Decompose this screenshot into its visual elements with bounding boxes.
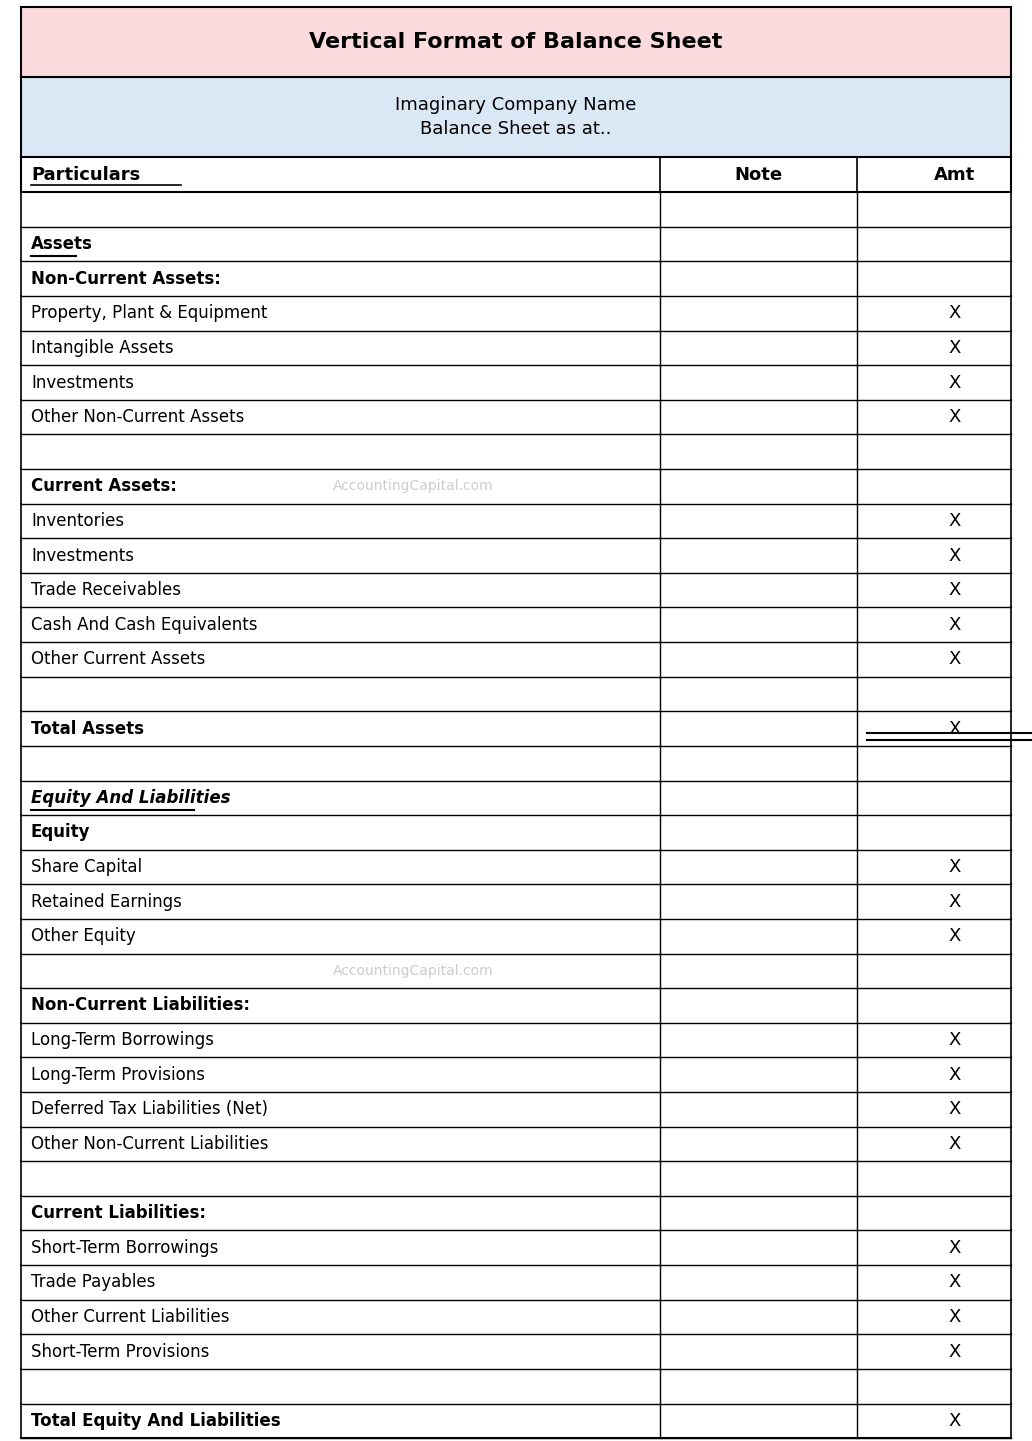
Text: Trade Payables: Trade Payables bbox=[31, 1274, 156, 1291]
Text: X: X bbox=[948, 892, 961, 911]
Bar bbox=[21, 1265, 1011, 1300]
Text: Vertical Format of Balance Sheet: Vertical Format of Balance Sheet bbox=[310, 32, 722, 52]
Bar bbox=[21, 885, 1011, 919]
Text: Current Liabilities:: Current Liabilities: bbox=[31, 1205, 206, 1222]
Bar bbox=[21, 295, 1011, 330]
Bar bbox=[21, 192, 1011, 226]
Bar bbox=[21, 1092, 1011, 1127]
Text: X: X bbox=[948, 546, 961, 565]
Text: Short-Term Provisions: Short-Term Provisions bbox=[31, 1343, 209, 1360]
Text: X: X bbox=[948, 1101, 961, 1118]
Text: Long-Term Borrowings: Long-Term Borrowings bbox=[31, 1032, 214, 1049]
Text: Retained Earnings: Retained Earnings bbox=[31, 892, 182, 911]
Text: Current Assets:: Current Assets: bbox=[31, 477, 176, 496]
Text: Trade Receivables: Trade Receivables bbox=[31, 581, 181, 599]
Text: Particulars: Particulars bbox=[31, 166, 140, 183]
Text: Share Capital: Share Capital bbox=[31, 857, 142, 876]
Text: Intangible Assets: Intangible Assets bbox=[31, 339, 173, 357]
Text: X: X bbox=[948, 615, 961, 634]
Text: X: X bbox=[948, 1066, 961, 1084]
Text: Cash And Cash Equivalents: Cash And Cash Equivalents bbox=[31, 615, 257, 634]
Text: Other Current Liabilities: Other Current Liabilities bbox=[31, 1308, 229, 1326]
Text: X: X bbox=[948, 304, 961, 323]
Bar bbox=[21, 1404, 1011, 1438]
Text: X: X bbox=[948, 857, 961, 876]
Text: Long-Term Provisions: Long-Term Provisions bbox=[31, 1066, 205, 1084]
Bar bbox=[21, 7, 1011, 76]
Bar bbox=[21, 226, 1011, 261]
Text: X: X bbox=[948, 1343, 961, 1360]
Bar bbox=[21, 504, 1011, 539]
Bar bbox=[21, 330, 1011, 365]
Text: Property, Plant & Equipment: Property, Plant & Equipment bbox=[31, 304, 267, 323]
Bar bbox=[21, 746, 1011, 781]
Text: Amt: Amt bbox=[934, 166, 975, 183]
Text: X: X bbox=[948, 408, 961, 427]
Text: X: X bbox=[948, 373, 961, 392]
Text: Total Equity And Liabilities: Total Equity And Liabilities bbox=[31, 1412, 281, 1429]
Text: AccountingCapital.com: AccountingCapital.com bbox=[332, 480, 493, 493]
Text: Other Equity: Other Equity bbox=[31, 927, 136, 945]
Bar bbox=[21, 850, 1011, 885]
Bar bbox=[21, 399, 1011, 434]
Text: Balance Sheet as at..: Balance Sheet as at.. bbox=[420, 120, 612, 138]
Text: Other Non-Current Liabilities: Other Non-Current Liabilities bbox=[31, 1136, 268, 1153]
Bar bbox=[21, 539, 1011, 574]
Bar bbox=[21, 712, 1011, 746]
Text: X: X bbox=[948, 1274, 961, 1291]
Text: X: X bbox=[948, 1412, 961, 1429]
Text: Short-Term Borrowings: Short-Term Borrowings bbox=[31, 1239, 219, 1257]
Text: Non-Current Liabilities:: Non-Current Liabilities: bbox=[31, 997, 250, 1014]
Bar bbox=[21, 1127, 1011, 1161]
Text: Imaginary Company Name: Imaginary Company Name bbox=[395, 97, 637, 114]
Text: Equity And Liabilities: Equity And Liabilities bbox=[31, 788, 230, 807]
Bar bbox=[21, 816, 1011, 850]
Bar bbox=[21, 1334, 1011, 1369]
Text: Total Assets: Total Assets bbox=[31, 719, 143, 738]
Bar bbox=[21, 157, 1011, 192]
Bar bbox=[21, 1023, 1011, 1058]
Text: Other Current Assets: Other Current Assets bbox=[31, 650, 205, 669]
Bar bbox=[21, 1231, 1011, 1265]
Text: X: X bbox=[948, 1239, 961, 1257]
Bar bbox=[21, 1196, 1011, 1231]
Bar bbox=[21, 365, 1011, 399]
Bar bbox=[21, 261, 1011, 295]
Text: X: X bbox=[948, 1032, 961, 1049]
Text: Note: Note bbox=[735, 166, 782, 183]
Bar bbox=[21, 1058, 1011, 1092]
Bar bbox=[21, 989, 1011, 1023]
Bar bbox=[21, 954, 1011, 989]
Text: X: X bbox=[948, 512, 961, 530]
Bar bbox=[21, 470, 1011, 504]
Bar bbox=[21, 434, 1011, 470]
Text: Inventories: Inventories bbox=[31, 512, 124, 530]
Text: Investments: Investments bbox=[31, 546, 134, 565]
Bar bbox=[21, 76, 1011, 157]
Text: Other Non-Current Assets: Other Non-Current Assets bbox=[31, 408, 245, 427]
Bar bbox=[21, 781, 1011, 816]
Bar bbox=[21, 574, 1011, 608]
Text: X: X bbox=[948, 581, 961, 599]
Text: AccountingCapital.com: AccountingCapital.com bbox=[332, 964, 493, 978]
Text: X: X bbox=[948, 1308, 961, 1326]
Bar bbox=[21, 608, 1011, 643]
Bar bbox=[21, 1300, 1011, 1334]
Text: Deferred Tax Liabilities (Net): Deferred Tax Liabilities (Net) bbox=[31, 1101, 268, 1118]
Text: X: X bbox=[948, 650, 961, 669]
Text: Investments: Investments bbox=[31, 373, 134, 392]
Bar bbox=[21, 1369, 1011, 1404]
Text: X: X bbox=[948, 1136, 961, 1153]
Bar bbox=[21, 643, 1011, 677]
Bar bbox=[21, 677, 1011, 712]
Text: Equity: Equity bbox=[31, 823, 91, 842]
Text: X: X bbox=[948, 719, 961, 738]
Bar bbox=[21, 1161, 1011, 1196]
Text: Assets: Assets bbox=[31, 235, 93, 254]
Bar bbox=[21, 919, 1011, 954]
Text: X: X bbox=[948, 339, 961, 357]
Text: Non-Current Assets:: Non-Current Assets: bbox=[31, 269, 221, 288]
Text: X: X bbox=[948, 927, 961, 945]
